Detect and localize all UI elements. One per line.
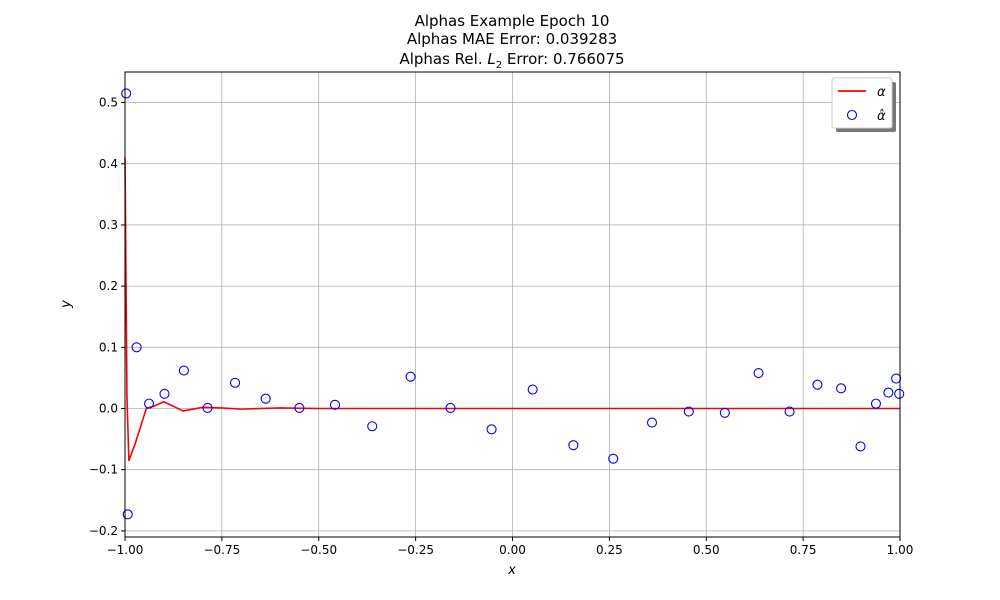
y-axis-ticks: −0.2 −0.1 0.0 0.1 0.2 0.3 0.4 0.5 [89, 96, 125, 538]
scatter-point-alpha-hat [894, 388, 905, 399]
scatter-series [121, 88, 905, 520]
scatter-point-alpha-hat [445, 402, 456, 413]
y-tick-label: −0.2 [89, 524, 118, 538]
chart-title-line-3-var: L [487, 50, 495, 68]
scatter-point-alpha-hat [870, 398, 882, 409]
chart-title-line-3: Alphas Rel. L2 Error: 0.766075 [399, 50, 624, 71]
x-tick-label: 0.00 [499, 543, 526, 557]
y-tick-label: 0.2 [99, 279, 118, 293]
scatter-point-alpha-hat [405, 371, 416, 382]
scatter-point-alpha-hat [753, 367, 764, 379]
x-axis-ticks: −1.00 −0.75 −0.50 −0.25 0.00 0.25 0.50 0.75 1.00 [107, 537, 914, 557]
x-tick-label: −0.50 [300, 543, 337, 557]
y-tick-label: 0.1 [99, 340, 118, 354]
scatter-point-alpha-hat [883, 387, 894, 398]
scatter-point-alpha-hat [683, 406, 694, 417]
y-tick-label: 0.3 [99, 218, 118, 232]
legend: α α̂ [831, 77, 896, 132]
y-tick-label: 0.5 [99, 96, 118, 110]
x-tick-label: 0.50 [693, 543, 720, 557]
scatter-point-alpha-hat [527, 384, 538, 395]
grid [124, 72, 901, 537]
scatter-point-alpha-hat [784, 406, 795, 417]
scatter-point-alpha-hat [568, 440, 579, 451]
chart-title-line-3-prefix: Alphas Rel. [399, 50, 487, 68]
chart-title-line-1: Alphas Example Epoch 10 [415, 12, 610, 30]
scatter-point-alpha-hat [178, 365, 189, 376]
x-tick-label: −1.00 [107, 543, 144, 557]
x-tick-label: 0.75 [790, 543, 817, 557]
x-tick-label: 1.00 [887, 543, 914, 557]
scatter-point-alpha-hat [121, 88, 132, 99]
scatter-point-alpha-hat [812, 379, 823, 390]
scatter-point-alpha-hat [855, 441, 866, 452]
y-tick-label: 0.0 [99, 402, 118, 416]
chart-title-line-3-sub: 2 [496, 60, 502, 71]
scatter-point-alpha-hat [143, 398, 155, 409]
chart-title-line-2: Alphas MAE Error: 0.039283 [407, 30, 617, 48]
scatter-point-alpha-hat [159, 388, 170, 399]
scatter-point-alpha-hat [260, 393, 271, 404]
scatter-point-alpha-hat [891, 373, 902, 384]
scatter-point-alpha-hat [329, 399, 341, 410]
scatter-point-alpha-hat [294, 402, 305, 413]
series-line-alpha [124, 157, 900, 462]
legend-marker-swatch [846, 109, 858, 121]
scatter-point-alpha-hat [608, 453, 619, 464]
scatter-point-alpha-hat [131, 342, 142, 353]
y-tick-label: 0.4 [99, 157, 118, 171]
x-tick-label: 0.25 [596, 543, 623, 557]
scatter-point-alpha-hat [486, 424, 497, 435]
y-tick-label: −0.1 [89, 463, 118, 477]
scatter-point-alpha-hat [202, 402, 213, 413]
legend-label-alpha-hat: α̂ [877, 109, 886, 124]
legend-label-alpha: α [877, 85, 886, 100]
scatter-point-alpha-hat [836, 383, 847, 394]
scatter-point-alpha-hat [367, 421, 378, 432]
x-tick-label: −0.25 [397, 543, 434, 557]
x-tick-label: −0.75 [203, 543, 240, 557]
line-series [124, 157, 900, 462]
scatter-point-alpha-hat [230, 377, 241, 388]
scatter-point-alpha-hat [122, 509, 133, 520]
scatter-point-alpha-hat [719, 407, 730, 418]
scatter-point-alpha-hat [646, 417, 658, 428]
x-axis-label: x [507, 563, 516, 578]
y-axis-label: y [59, 300, 74, 309]
chart-title-line-3-suffix: Error: 0.766075 [502, 50, 624, 68]
